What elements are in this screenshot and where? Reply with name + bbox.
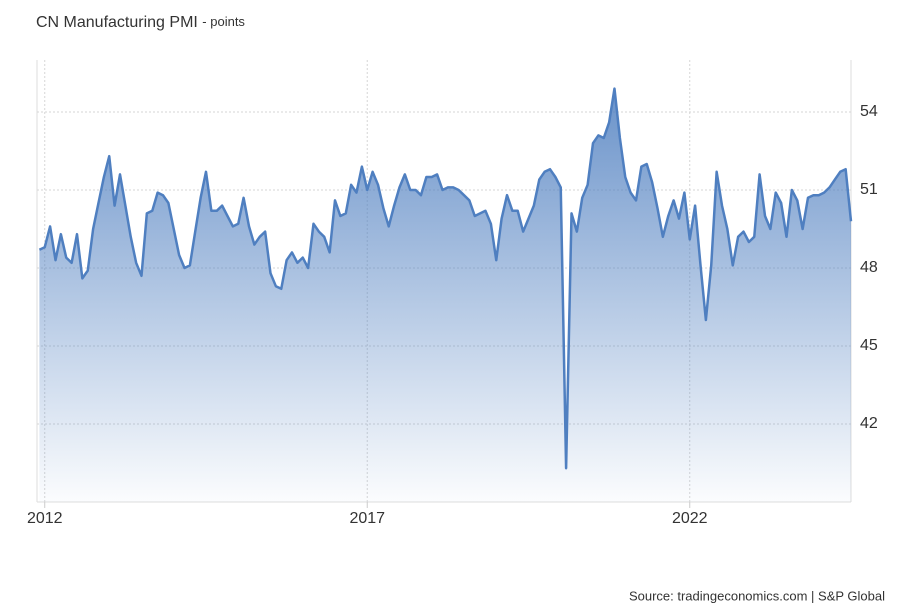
x-tick-label: 2022 <box>672 510 708 527</box>
y-tick-label: 42 <box>860 415 878 432</box>
y-tick-label: 45 <box>860 337 878 354</box>
area-fill <box>39 88 851 502</box>
x-tick-label: 2012 <box>27 510 63 527</box>
subtitle: - points <box>202 14 245 29</box>
y-tick-label: 54 <box>860 103 878 120</box>
y-tick-label: 48 <box>860 259 878 276</box>
y-tick-label: 51 <box>860 181 878 198</box>
chart-title: CN Manufacturing PMI - points <box>36 14 245 31</box>
title: CN Manufacturing PMI <box>36 14 198 31</box>
line <box>38 87 853 470</box>
source: Source: tradingeconomics.com | S&P Globa… <box>629 588 885 603</box>
x-tick-label: 2017 <box>349 510 385 527</box>
